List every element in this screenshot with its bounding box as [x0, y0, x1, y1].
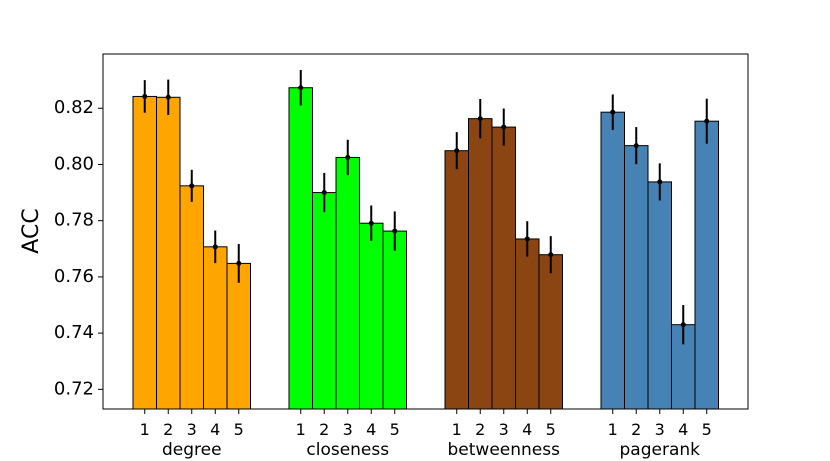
bar-pagerank-3 [647, 181, 672, 410]
error-bars-layer [142, 70, 710, 345]
bar-closeness-1 [288, 87, 313, 410]
bar-closeness-2 [312, 192, 337, 410]
mean-point-closeness-4 [368, 220, 374, 226]
bar-closeness-3 [335, 156, 360, 410]
group-label-pagerank: pagerank [620, 440, 701, 460]
bar-closeness-4 [359, 222, 384, 410]
mean-point-degree-1 [142, 93, 148, 99]
x-tick-label-degree-1: 1 [140, 420, 150, 439]
x-tick-label-closeness-4: 4 [366, 420, 376, 439]
x-tick-label-pagerank-1: 1 [608, 420, 618, 439]
bar-betweenness-4 [515, 238, 540, 410]
mean-point-betweenness-1 [454, 148, 460, 154]
bars-layer [132, 87, 719, 410]
mean-point-pagerank-4 [680, 322, 686, 328]
mean-point-closeness-5 [392, 228, 398, 234]
mean-point-pagerank-3 [657, 179, 663, 185]
mean-point-pagerank-2 [633, 143, 639, 149]
bar-pagerank-2 [624, 145, 649, 410]
bar-closeness-5 [382, 230, 407, 410]
mean-point-pagerank-1 [610, 109, 616, 115]
y-tick-label-0.82: 0.82 [54, 97, 94, 118]
x-tick-label-degree-3: 3 [187, 420, 197, 439]
bar-betweenness-3 [491, 126, 516, 410]
x-tick-label-betweenness-1: 1 [452, 420, 462, 439]
x-tick-label-betweenness-3: 3 [499, 420, 509, 439]
y-tick-label-0.80: 0.80 [54, 153, 94, 174]
x-tick-label-betweenness-4: 4 [522, 420, 532, 439]
x-tick-label-betweenness-5: 5 [546, 420, 556, 439]
mean-point-degree-4 [212, 244, 218, 250]
bar-degree-3 [179, 185, 204, 410]
bar-degree-4 [203, 246, 228, 410]
bar-pagerank-1 [600, 111, 625, 410]
y-tick-label-0.72: 0.72 [54, 378, 94, 399]
x-tick-label-degree-4: 4 [210, 420, 220, 439]
mean-point-closeness-2 [321, 190, 327, 196]
mean-point-betweenness-2 [477, 116, 483, 122]
x-tick-label-pagerank-4: 4 [678, 420, 688, 439]
bar-betweenness-1 [444, 150, 469, 410]
x-tick-label-closeness-3: 3 [343, 420, 353, 439]
mean-point-closeness-1 [298, 85, 304, 91]
bar-degree-2 [156, 96, 181, 410]
x-tick-label-pagerank-5: 5 [702, 420, 712, 439]
x-tick-label-degree-5: 5 [234, 420, 244, 439]
y-axis: 0.72 0.74 0.76 0.78 0.80 0.82 [54, 97, 103, 399]
bar-betweenness-2 [468, 118, 493, 410]
mean-point-betweenness-5 [548, 252, 554, 258]
bar-betweenness-5 [538, 254, 563, 410]
group-label-betweenness: betweenness [448, 440, 561, 460]
y-tick-label-0.76: 0.76 [54, 266, 94, 287]
mean-point-degree-5 [236, 260, 242, 266]
bar-degree-1 [132, 95, 157, 410]
x-tick-label-pagerank-2: 2 [631, 420, 641, 439]
x-tick-label-betweenness-2: 2 [475, 420, 485, 439]
x-tick-label-degree-2: 2 [163, 420, 173, 439]
y-tick-label-0.74: 0.74 [54, 322, 94, 343]
bar-pagerank-5 [694, 120, 719, 410]
x-tick-label-pagerank-3: 3 [655, 420, 665, 439]
y-tick-label-0.78: 0.78 [54, 210, 94, 231]
mean-point-closeness-3 [345, 154, 351, 160]
mean-point-degree-2 [165, 94, 171, 100]
bar-degree-5 [226, 262, 251, 410]
x-tick-label-closeness-5: 5 [390, 420, 400, 439]
group-label-degree: degree [162, 440, 222, 460]
x-tick-label-closeness-1: 1 [296, 420, 306, 439]
mean-point-pagerank-5 [704, 118, 710, 124]
group-label-closeness: closeness [306, 440, 389, 460]
y-axis-label: ACC [19, 208, 44, 253]
plot-frame [102, 53, 749, 410]
mean-point-betweenness-4 [524, 236, 530, 242]
mean-point-betweenness-3 [501, 124, 507, 130]
x-tick-label-closeness-2: 2 [319, 420, 329, 439]
mean-point-degree-3 [189, 183, 195, 189]
